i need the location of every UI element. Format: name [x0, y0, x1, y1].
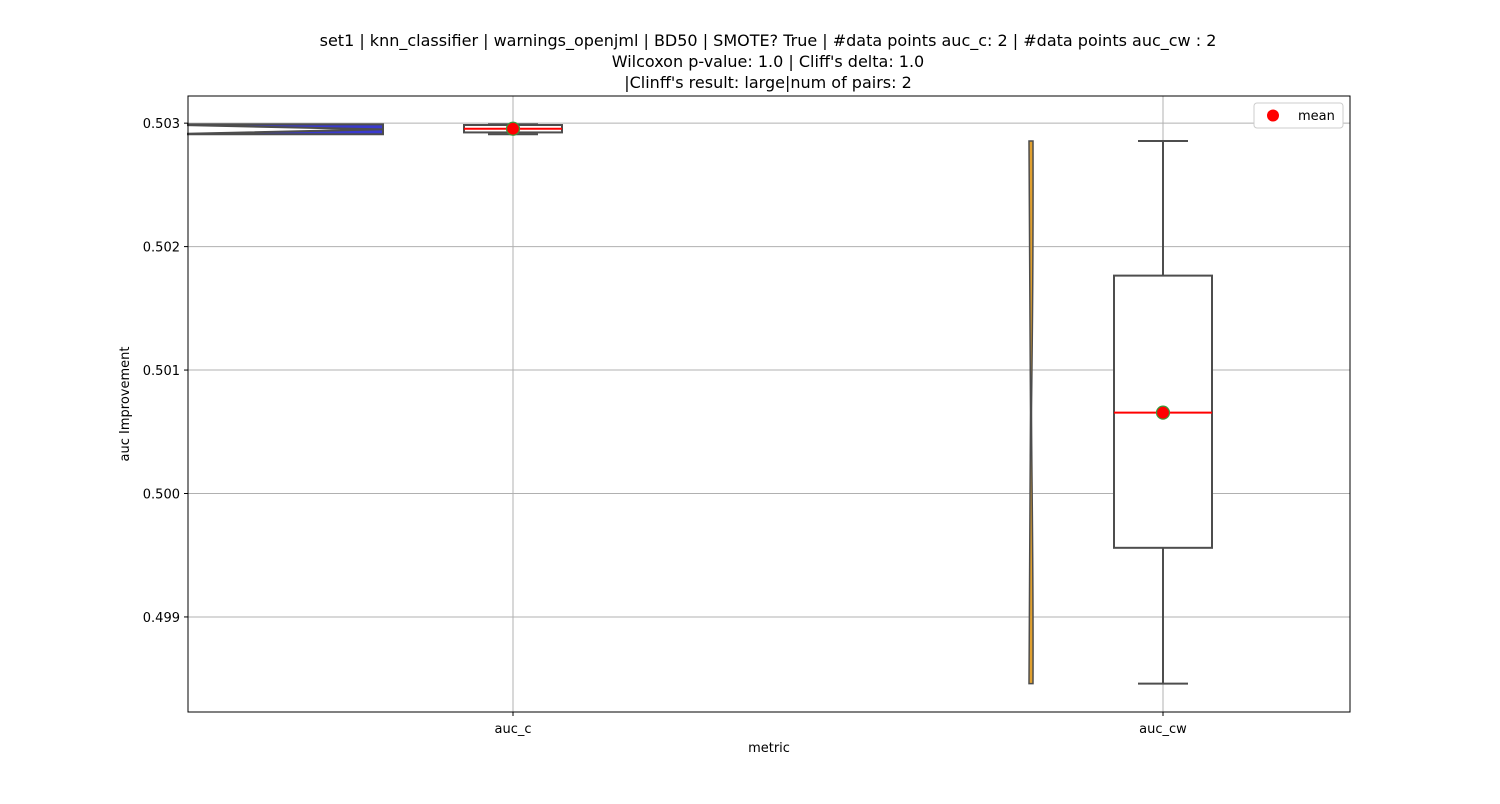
box-auc_cw: [1113, 140, 1213, 685]
legend-mean-marker: [1267, 109, 1279, 122]
x-tick-label: auc_c: [494, 722, 531, 737]
legend: mean: [1253, 102, 1344, 129]
grid: [188, 96, 1350, 712]
box-auc_c: [463, 121, 563, 136]
x-axis-ticks: auc_c auc_cw: [494, 712, 1187, 737]
x-tick-label: auc_cw: [1139, 722, 1187, 737]
y-tick-label: 0.501: [143, 364, 180, 379]
chart-title: set1 | knn_classifier | warnings_openjml…: [320, 31, 1217, 92]
mean-marker: [1155, 405, 1171, 420]
title-line-3: |Clinff's result: large|num of pairs: 2: [624, 73, 912, 92]
legend-box: [1253, 102, 1344, 129]
x-axis-label: metric: [748, 741, 790, 756]
title-line-2: Wilcoxon p-value: 1.0 | Cliff's delta: 1…: [612, 52, 924, 71]
violins: [187, 123, 1034, 685]
mean-marker: [505, 121, 521, 136]
boxes: [463, 121, 1213, 685]
y-tick-label: 0.502: [143, 241, 180, 256]
violin-auc_c: [187, 123, 384, 136]
legend-mean-label: mean: [1298, 109, 1335, 124]
y-tick-label: 0.500: [143, 487, 180, 502]
violin-auc_cw: [1028, 140, 1034, 685]
y-tick-label: 0.499: [143, 611, 180, 626]
y-axis-ticks: 0.499 0.500 0.501 0.502 0.503: [143, 117, 188, 626]
plot-frame: [187, 95, 1351, 713]
y-axis-label: auc Improvement: [118, 347, 133, 462]
title-line-1: set1 | knn_classifier | warnings_openjml…: [320, 31, 1217, 51]
y-tick-label: 0.503: [143, 117, 180, 132]
